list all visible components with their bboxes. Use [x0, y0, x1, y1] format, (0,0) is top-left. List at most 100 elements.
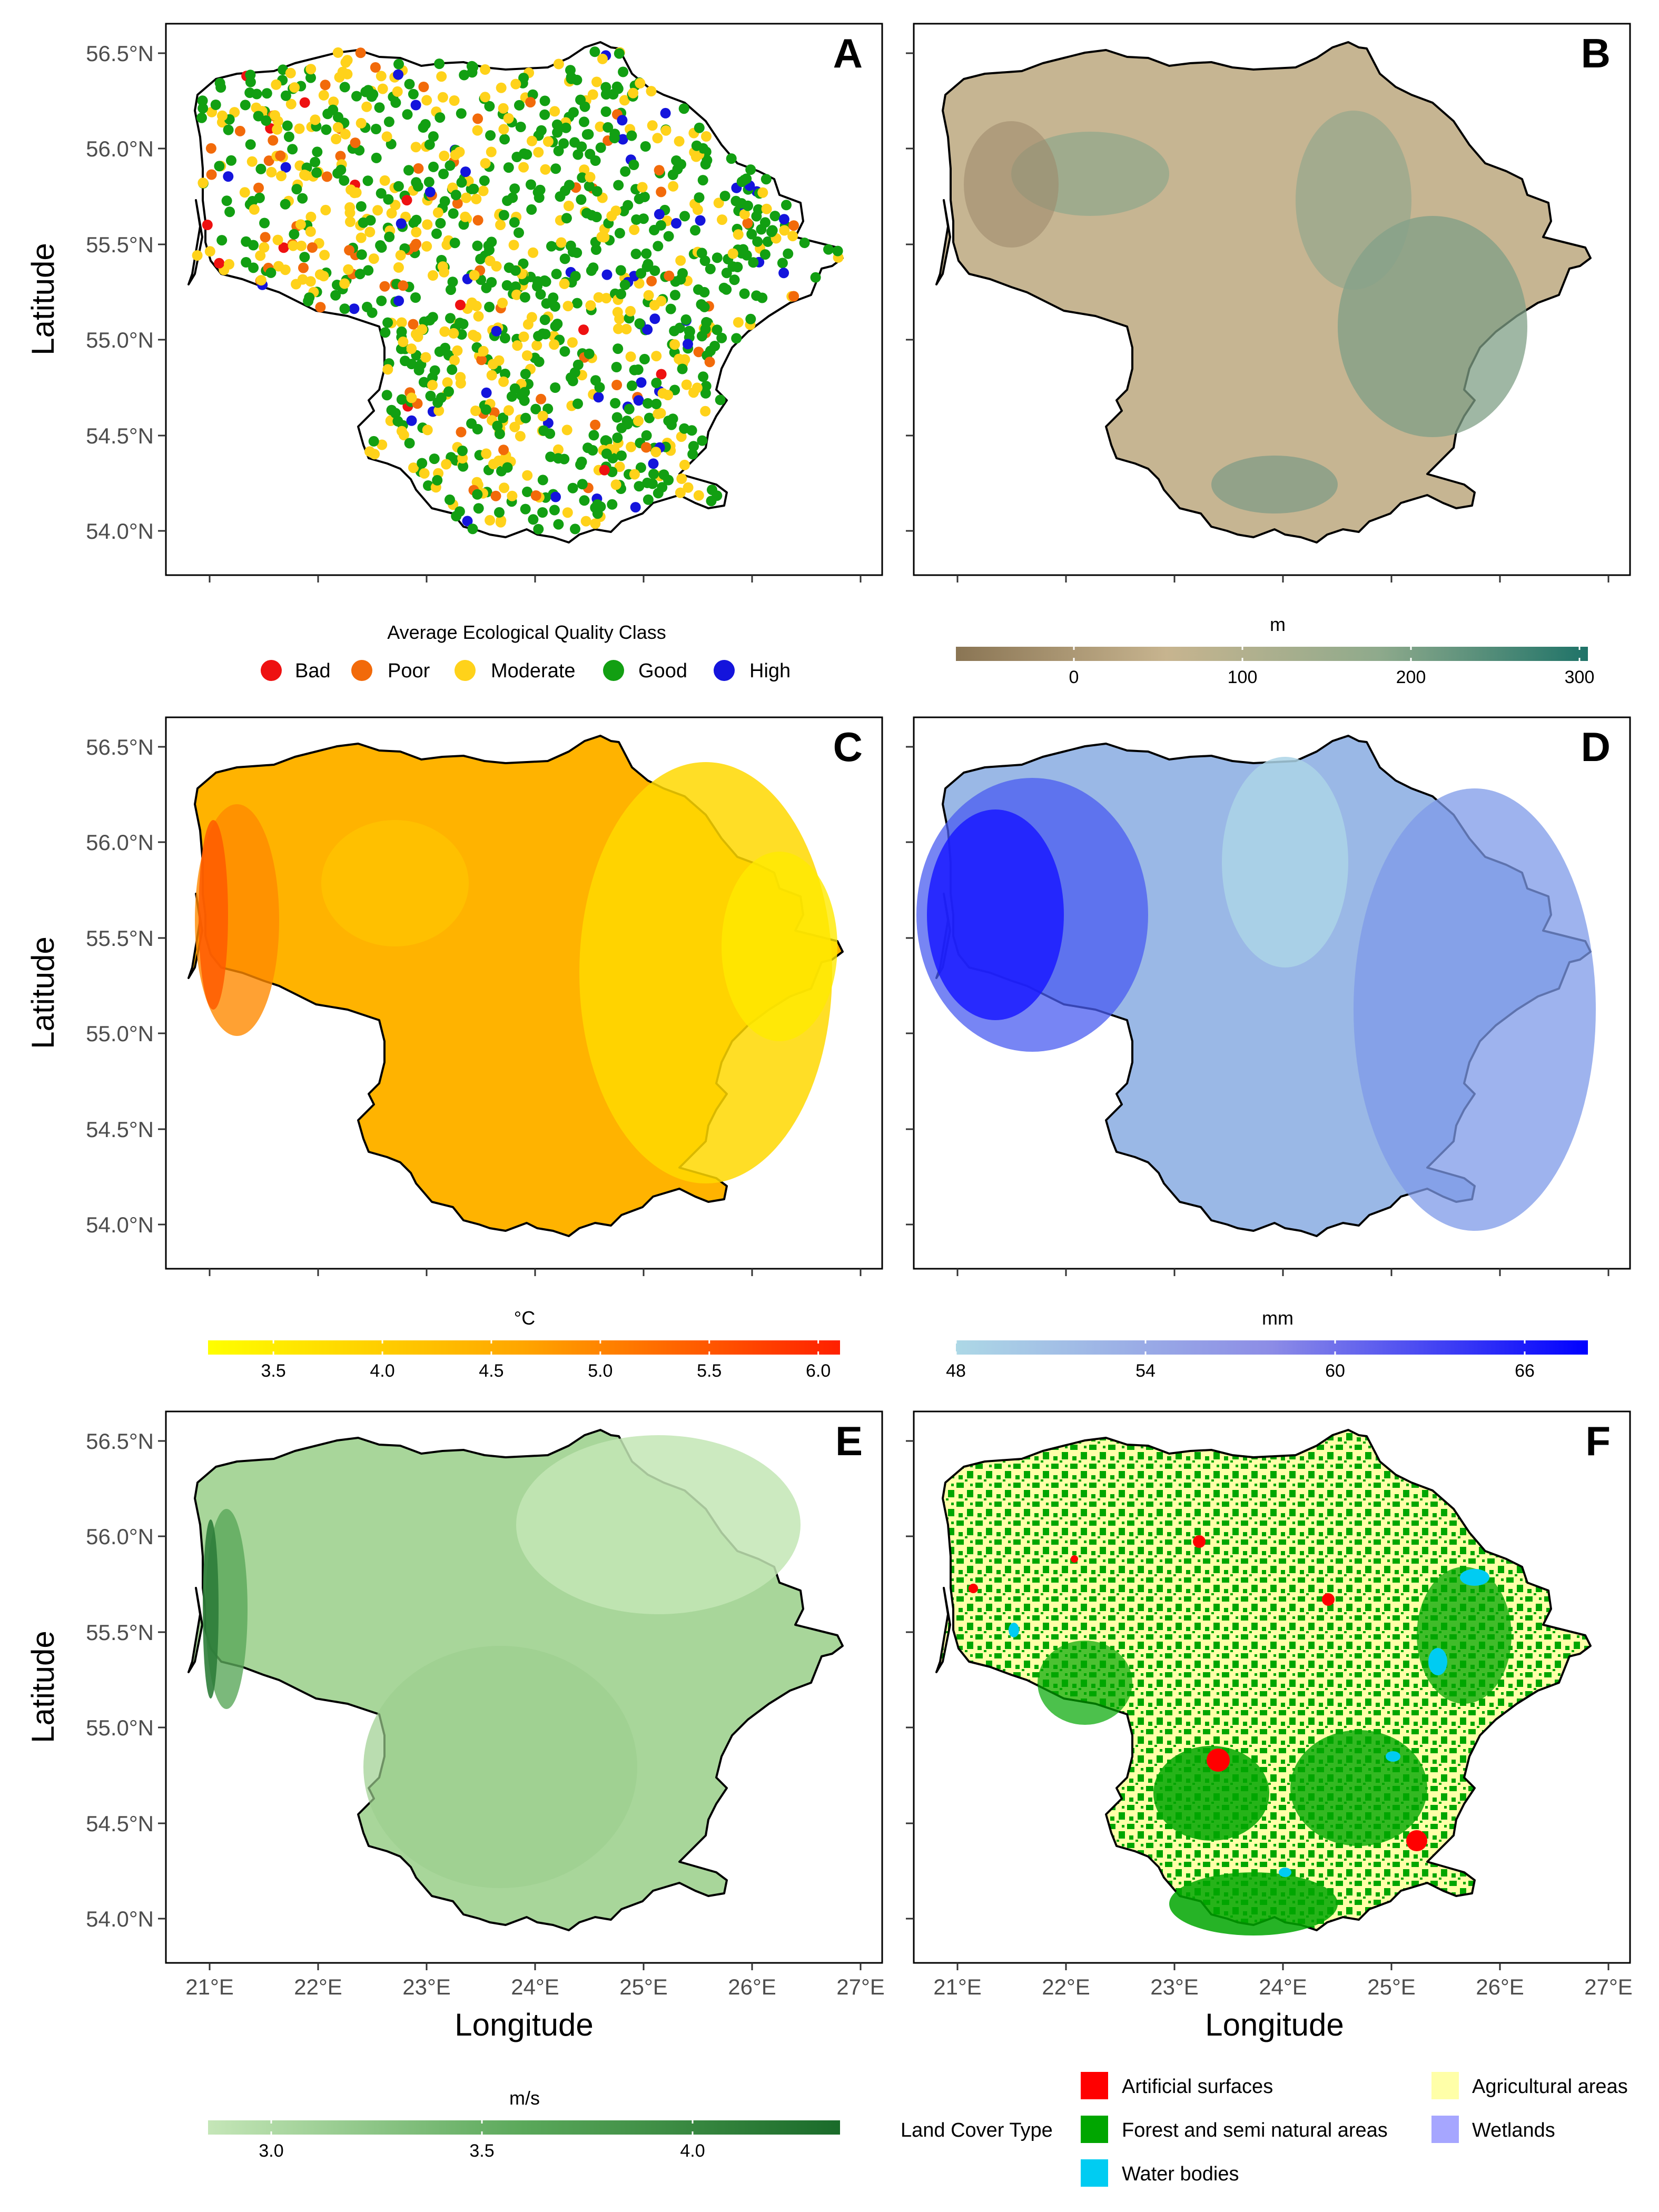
quality-point — [788, 220, 799, 231]
quality-point — [355, 201, 367, 212]
colorbar-tick-label: 6.0 — [806, 1361, 831, 1381]
quality-point — [438, 169, 449, 180]
quality-point — [473, 311, 484, 322]
quality-point — [355, 117, 367, 129]
quality-point — [745, 164, 756, 175]
quality-point — [472, 215, 483, 226]
quality-point — [275, 150, 286, 161]
quality-point — [265, 267, 276, 278]
quality-point — [224, 206, 235, 218]
quality-point — [736, 248, 747, 259]
legend-label: Wetlands — [1472, 2119, 1555, 2141]
quality-point — [433, 405, 445, 416]
quality-point — [572, 398, 583, 409]
quality-point — [556, 237, 567, 248]
colorbar-title: m/s — [509, 2087, 540, 2109]
quality-point — [614, 461, 625, 472]
quality-point — [609, 133, 620, 144]
quality-point — [380, 327, 391, 338]
quality-point — [536, 393, 547, 404]
quality-point — [695, 215, 706, 226]
quality-point — [607, 499, 618, 510]
legend-label: Bad — [295, 660, 331, 682]
quality-point — [272, 234, 283, 245]
legend-entry-water: Water bodies — [1081, 2159, 1239, 2187]
quality-point — [431, 228, 442, 239]
quality-point — [667, 169, 678, 180]
quality-point — [192, 250, 203, 261]
quality-point — [381, 390, 392, 401]
ytick-label: 55.0°N — [86, 1715, 154, 1740]
quality-point — [298, 262, 309, 273]
quality-point — [446, 284, 456, 295]
quality-point — [616, 289, 626, 300]
xtick-label: 24°E — [1259, 1974, 1307, 1999]
ytick-label: 54.5°N — [86, 1811, 154, 1836]
quality-point — [733, 229, 744, 240]
quality-point — [549, 339, 560, 350]
quality-point — [648, 469, 659, 480]
quality-point — [525, 97, 536, 108]
quality-point — [315, 302, 326, 313]
quality-point — [762, 236, 773, 247]
legend-entry-wetlands: Wetlands — [1431, 2116, 1555, 2143]
ytick-label: 56.5°N — [86, 41, 154, 66]
quality-point — [335, 151, 346, 162]
quality-point — [553, 519, 564, 530]
quality-point — [590, 244, 601, 255]
quality-point — [434, 112, 446, 123]
quality-point — [542, 136, 554, 147]
quality-point — [259, 242, 270, 253]
quality-point — [332, 47, 343, 58]
x-axis-ticks-a — [209, 575, 862, 582]
quality-point — [406, 359, 417, 370]
quality-point — [363, 265, 374, 276]
colorbar-ticks: 0 100 200 300 — [1069, 647, 1594, 687]
quality-point — [697, 175, 708, 186]
quality-point — [539, 314, 550, 325]
forest-area — [1417, 1567, 1512, 1704]
quality-point — [779, 225, 790, 236]
quality-point — [579, 101, 590, 112]
quality-point — [621, 323, 632, 334]
quality-point — [572, 149, 584, 160]
ytick-label: 55.5°N — [86, 1620, 154, 1645]
quality-point — [427, 312, 438, 323]
quality-point — [733, 317, 744, 328]
quality-point — [705, 263, 716, 274]
quality-point — [674, 353, 685, 364]
quality-point — [499, 134, 510, 145]
quality-point — [587, 89, 598, 100]
quality-point — [471, 477, 482, 488]
quality-point — [576, 194, 587, 205]
quality-point — [514, 227, 524, 238]
quality-point — [618, 66, 629, 77]
quality-point — [428, 161, 439, 172]
quality-point — [259, 218, 270, 229]
xtick-label: 25°E — [1367, 1974, 1416, 1999]
quality-point — [649, 300, 660, 311]
xtick-label: 22°E — [1042, 1974, 1090, 1999]
colorbar-tick-label: 60 — [1325, 1361, 1345, 1381]
quality-point — [694, 122, 705, 133]
quality-point — [349, 303, 360, 314]
quality-point — [639, 353, 650, 364]
y-axis-a: 54.0°N 54.5°N 55.0°N 55.5°N 56.0°N 56.5°… — [25, 41, 166, 544]
quality-point — [615, 265, 626, 276]
quality-point — [823, 244, 834, 255]
quality-point — [285, 67, 296, 78]
quality-point — [593, 292, 604, 303]
y-axis-title: Latitude — [25, 936, 61, 1049]
quality-point — [245, 139, 256, 150]
quality-point — [253, 182, 264, 193]
quality-point — [484, 301, 495, 312]
quality-point — [305, 64, 317, 75]
quality-point — [657, 388, 668, 399]
quality-point — [371, 152, 382, 163]
quality-point — [694, 192, 705, 203]
xtick-label: 27°E — [836, 1974, 885, 1999]
precip-zone-east — [1354, 788, 1596, 1231]
quality-point — [305, 226, 316, 237]
quality-point — [663, 231, 674, 242]
quality-point — [610, 479, 621, 490]
